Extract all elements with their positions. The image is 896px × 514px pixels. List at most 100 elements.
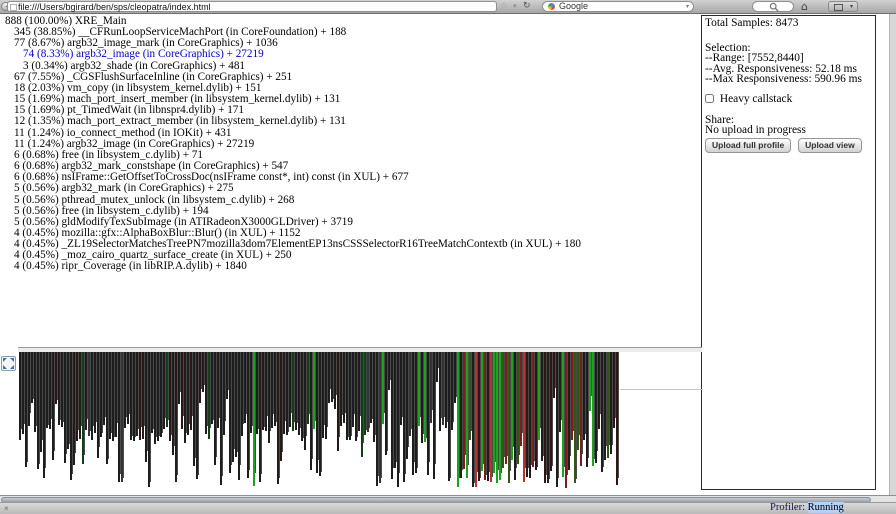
expand-button[interactable] bbox=[1, 356, 16, 371]
close-statusbar-button[interactable]: × bbox=[4, 504, 9, 513]
histogram-bar-separator bbox=[462, 352, 463, 470]
tree-row[interactable]: 4 (0.45%) mozilla::gfx::AlphaBoxBlur::Bl… bbox=[14, 227, 301, 239]
histogram-bar-separator bbox=[336, 352, 337, 395]
histogram-bar bbox=[364, 352, 366, 435]
histogram-bar bbox=[433, 352, 435, 479]
url-dropdown-icon[interactable]: ▾ bbox=[513, 2, 517, 10]
tree-row[interactable]: 15 (1.69%) mach_port_insert_member (in l… bbox=[14, 94, 341, 106]
panel-button[interactable]: ▾ bbox=[828, 1, 858, 12]
histogram-bar bbox=[310, 352, 312, 470]
browser-toolbar: ◀ file:///Users/bgirard/ben/sps/cleopatr… bbox=[0, 0, 896, 14]
vertical-scrollbar[interactable] bbox=[889, 14, 896, 495]
heavy-callstack-checkbox[interactable] bbox=[705, 93, 714, 103]
tree-row[interactable]: 6 (0.68%) nsIFrame::GetOffsetToCrossDoc(… bbox=[14, 172, 409, 184]
histogram-bar bbox=[151, 352, 153, 433]
tree-row[interactable]: 4 (0.45%) ripr_Coverage (in libRIP.A.dyl… bbox=[14, 261, 247, 273]
tree-row[interactable]: 4 (0.45%) _ZL19SelectorMatchesTreePN7moz… bbox=[14, 239, 581, 251]
histogram-bar bbox=[382, 352, 384, 424]
histogram-bar bbox=[562, 352, 564, 477]
upload-view-button[interactable]: Upload view bbox=[798, 137, 862, 153]
histogram-bar bbox=[187, 352, 189, 435]
search-engine-dropdown-icon[interactable]: ▾ bbox=[685, 3, 689, 10]
histogram-bar bbox=[295, 352, 297, 430]
histogram-bar-separator bbox=[291, 352, 292, 413]
histogram-bar bbox=[331, 352, 333, 402]
tree-row[interactable]: 3 (0.34%) argb32_shade (in CoreGraphics)… bbox=[23, 60, 246, 72]
heavy-callstack-row[interactable]: Heavy callstack bbox=[705, 93, 872, 105]
histogram-bar bbox=[580, 352, 582, 466]
histogram-bar-separator bbox=[120, 352, 121, 474]
tree-row[interactable]: 11 (1.24%) argb32_image (in CoreGraphics… bbox=[14, 138, 255, 150]
selection-heading: Selection: bbox=[705, 41, 751, 54]
histogram-bar-separator bbox=[546, 352, 547, 475]
histogram-bar-separator bbox=[240, 352, 241, 465]
histogram-bar-separator bbox=[585, 352, 586, 434]
tree-row[interactable]: 4 (0.45%) _moz_cairo_quartz_surface_crea… bbox=[14, 250, 292, 262]
histogram-bar-separator bbox=[417, 352, 418, 468]
histogram-bar-separator bbox=[474, 352, 475, 483]
tree-row[interactable]: 74 (8.33%) argb32_image (in CoreGraphics… bbox=[23, 49, 264, 61]
histogram-bar bbox=[325, 352, 327, 439]
histogram-bar-separator bbox=[171, 352, 172, 435]
histogram-bar-separator bbox=[156, 352, 157, 437]
histogram-bar-separator bbox=[231, 352, 232, 465]
histogram-bar-separator bbox=[30, 352, 31, 413]
histogram-bar-separator bbox=[522, 352, 523, 433]
histogram-bar bbox=[478, 352, 480, 481]
histogram-bar-separator bbox=[72, 352, 73, 474]
tree-row[interactable]: 77 (8.67%) argb32_image_mark (in CoreGra… bbox=[14, 38, 278, 50]
tree-row[interactable]: 67 (7.55%) _CGSFlushSurfaceInline (in Co… bbox=[14, 71, 293, 83]
histogram-bar-separator bbox=[204, 352, 205, 385]
histogram-bar-separator bbox=[414, 352, 415, 462]
histogram-bar bbox=[163, 352, 165, 429]
url-bar[interactable]: file:///Users/bgirard/ben/sps/cleopatra/… bbox=[7, 1, 497, 12]
histogram-bar-separator bbox=[69, 352, 70, 444]
histogram-bars[interactable] bbox=[19, 352, 619, 488]
tree-row[interactable]: 5 (0.56%) argb32_mark (in CoreGraphics) … bbox=[14, 183, 234, 195]
histogram-bar bbox=[595, 352, 597, 463]
histogram-bar bbox=[460, 352, 462, 478]
histogram-bar bbox=[550, 352, 552, 471]
histogram-bar-separator bbox=[66, 352, 67, 454]
home-button[interactable]: ⌂ bbox=[801, 0, 808, 13]
histogram-bar bbox=[145, 352, 147, 462]
tree-row[interactable]: 11 (1.24%) io_connect_method (in IOKit) … bbox=[14, 127, 232, 139]
share-heading: Share: bbox=[705, 113, 735, 126]
histogram-bar-separator bbox=[450, 352, 451, 478]
url-text: file:///Users/bgirard/ben/sps/cleopatra/… bbox=[18, 2, 211, 12]
histogram-bar bbox=[532, 352, 534, 467]
tree-row[interactable]: 888 (100.00%) XRE_Main bbox=[5, 16, 127, 27]
horizontal-scrollbar[interactable] bbox=[0, 495, 896, 503]
reload-icon[interactable]: ↻ bbox=[523, 1, 531, 11]
tree-row[interactable]: 6 (0.68%) argb32_mark_constshape (in Cor… bbox=[14, 161, 289, 173]
tree-row[interactable]: 5 (0.56%) gldModifyTexSubImage (in ATIRa… bbox=[14, 216, 353, 228]
histogram-bar-separator bbox=[552, 352, 553, 466]
histogram-bar bbox=[193, 352, 195, 466]
histogram-bar-separator bbox=[36, 352, 37, 426]
search-box[interactable]: Google ▾ bbox=[542, 1, 694, 12]
tree-row[interactable]: 12 (1.35%) mach_port_extract_member (in … bbox=[14, 116, 346, 128]
tree-row[interactable]: 345 (38.85%) __CFRunLoopServiceMachPort … bbox=[14, 27, 347, 39]
tree-row[interactable]: 15 (1.69%) pt_TimedWait (in libnspr4.dyl… bbox=[14, 105, 244, 117]
histogram-bar bbox=[133, 352, 135, 441]
tree-row[interactable]: 5 (0.56%) free (in libsystem_c.dylib) + … bbox=[14, 205, 209, 217]
histogram-bar-separator bbox=[21, 352, 22, 429]
histogram-bar-separator bbox=[306, 352, 307, 436]
tree-row[interactable]: 5 (0.56%) pthread_mutex_unlock (in libsy… bbox=[14, 194, 295, 206]
search-go-button[interactable] bbox=[752, 1, 794, 12]
histogram-bar bbox=[115, 352, 117, 437]
histogram-bar-separator bbox=[573, 352, 574, 431]
histogram-bar bbox=[361, 352, 363, 457]
histogram-bar-separator bbox=[579, 352, 580, 435]
profiler-state[interactable]: Running bbox=[807, 502, 844, 513]
upload-full-profile-button[interactable]: Upload full profile bbox=[705, 137, 792, 153]
histogram-bar-separator bbox=[84, 352, 85, 455]
histogram-bar bbox=[256, 352, 258, 434]
tree-row[interactable]: 18 (2.03%) vm_copy (in libsystem_kernel.… bbox=[14, 82, 262, 94]
histogram-bar-separator bbox=[597, 352, 598, 451]
histogram-bar-separator bbox=[63, 352, 64, 422]
bookmark-star-icon[interactable]: ☆ bbox=[500, 1, 509, 11]
histogram-bar-separator bbox=[345, 352, 346, 413]
tree-row[interactable]: 6 (0.68%) free (in libsystem_c.dylib) + … bbox=[14, 149, 203, 161]
